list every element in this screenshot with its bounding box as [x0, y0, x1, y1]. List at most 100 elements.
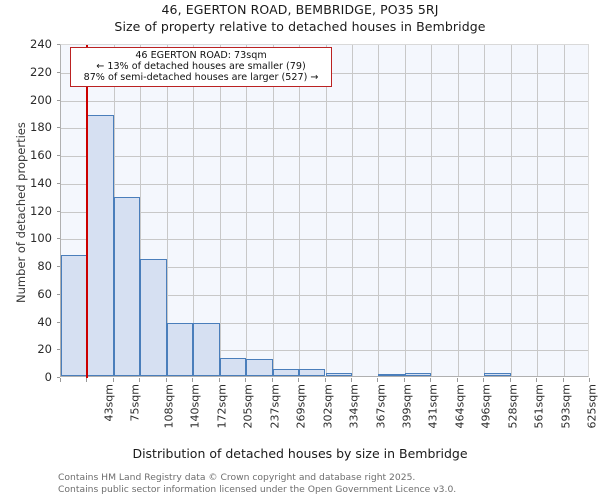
annotation-line-1: 46 EGERTON ROAD: 73sqm: [135, 50, 267, 61]
chart-title: 46, EGERTON ROAD, BEMBRIDGE, PO35 5RJ: [161, 2, 439, 17]
x-axis-tick-label: 43sqm: [102, 384, 116, 422]
x-axis-tick-mark: [112, 378, 114, 382]
histogram-bar: [299, 369, 326, 376]
x-axis-tick-mark: [271, 378, 273, 382]
y-axis-tick-mark: [57, 182, 60, 184]
x-axis-tick-mark: [589, 378, 590, 382]
x-axis-tick-label: 561sqm: [532, 384, 546, 429]
gridline-horizontal: [61, 322, 588, 324]
x-axis-tick-mark: [483, 378, 485, 382]
histogram-bar: [378, 374, 405, 376]
x-axis-tick-mark: [60, 378, 61, 382]
y-axis-tick-label: 140: [30, 175, 52, 190]
y-axis-tick-mark: [57, 377, 60, 378]
y-axis-tick-mark: [57, 44, 60, 45]
histogram-bar: [484, 373, 511, 376]
x-axis-tick-label: 431sqm: [426, 384, 440, 429]
x-axis-tick-label: 75sqm: [128, 384, 142, 422]
y-axis-tick-label: 60: [37, 286, 52, 301]
gridline-vertical: [431, 45, 433, 376]
histogram-bar: [404, 373, 432, 376]
histogram-bar: [325, 373, 352, 376]
x-axis-tick-mark: [430, 378, 432, 382]
x-axis-tick-label: 334sqm: [347, 384, 361, 429]
gridline-vertical: [457, 45, 459, 376]
x-axis-tick-mark: [218, 378, 220, 382]
gridline-vertical: [484, 45, 486, 376]
x-axis-tick-mark: [403, 378, 405, 382]
histogram-bar: [87, 115, 114, 376]
y-axis-tick-label: 180: [30, 120, 52, 135]
y-axis-tick-mark: [57, 349, 60, 351]
y-axis-tick-label: 20: [37, 342, 52, 357]
gridline-horizontal: [61, 128, 588, 130]
y-axis-tick-label: 240: [30, 37, 52, 51]
x-axis-tick-mark: [245, 378, 247, 382]
x-axis-tick-mark: [456, 378, 458, 382]
histogram-bar: [166, 323, 194, 376]
x-axis-tick-label: 140sqm: [188, 384, 202, 429]
gridline-vertical: [404, 45, 406, 376]
x-axis-tick-label: 172sqm: [215, 384, 229, 429]
x-axis-tick-label: 367sqm: [373, 384, 387, 429]
x-axis-tick-label: 625sqm: [585, 384, 599, 429]
x-axis-tick-label: 108sqm: [162, 384, 176, 429]
x-axis-tick-label: 237sqm: [268, 384, 282, 429]
y-axis-tick-label: 40: [37, 314, 52, 329]
gridline-horizontal: [61, 211, 588, 213]
gridline-vertical: [351, 45, 353, 376]
x-axis-tick-mark: [139, 378, 141, 382]
x-axis-tick-mark: [562, 378, 564, 382]
plot-area: [60, 44, 589, 378]
x-axis-tick-mark: [324, 378, 326, 382]
y-axis-tick-mark: [57, 238, 60, 240]
gridline-horizontal: [61, 100, 588, 102]
x-axis-tick-label: 528sqm: [506, 384, 520, 429]
gridline-vertical: [299, 45, 301, 376]
gridline-vertical: [219, 45, 221, 376]
histogram-bar: [246, 359, 273, 376]
chart-subtitle: Size of property relative to detached ho…: [114, 19, 486, 34]
gridline-horizontal: [61, 267, 588, 268]
y-axis-tick-label: 160: [30, 148, 52, 162]
gridline-vertical: [166, 45, 168, 376]
y-axis-tick-label: 220: [30, 64, 52, 79]
y-axis-tick-label: 80: [37, 259, 52, 273]
x-axis-tick-mark: [192, 378, 194, 382]
y-axis-tick-label: 0: [44, 370, 52, 384]
histogram-bar: [193, 323, 220, 376]
x-axis-tick-label: 269sqm: [294, 384, 308, 429]
histogram-bar: [219, 357, 247, 376]
x-axis-tick-mark: [350, 378, 352, 382]
gridline-vertical: [510, 45, 512, 376]
histogram-bar: [140, 259, 167, 376]
gridline-vertical: [272, 45, 274, 376]
y-axis-tick-mark: [57, 155, 60, 156]
annotation-line-2: ← 13% of detached houses are smaller (79…: [96, 61, 306, 73]
y-axis-tick-label: 120: [30, 203, 52, 218]
x-axis-tick-label: 464sqm: [453, 384, 467, 429]
histogram-bar: [61, 255, 88, 376]
x-axis-tick-label: 302sqm: [321, 384, 335, 429]
y-axis-tick-mark: [57, 99, 60, 101]
histogram-bar: [272, 369, 300, 376]
gridline-vertical: [140, 45, 142, 376]
x-axis-title: Distribution of detached houses by size …: [132, 446, 468, 461]
y-axis-tick-mark: [57, 127, 60, 129]
x-axis-tick-mark: [165, 378, 167, 382]
y-axis-tick-mark: [57, 71, 60, 73]
gridline-horizontal: [61, 350, 588, 352]
gridline-vertical: [563, 45, 565, 376]
gridline-horizontal: [61, 239, 588, 241]
footer-attribution: Contains HM Land Registry data © Crown c…: [58, 472, 456, 496]
y-axis-tick-mark: [57, 266, 60, 267]
x-axis-tick-label: 593sqm: [559, 384, 573, 429]
x-axis-tick-mark: [86, 378, 88, 382]
y-axis-tick-mark: [57, 293, 60, 295]
annotation-line-3: 87% of semi-detached houses are larger (…: [83, 72, 319, 84]
x-axis-tick-mark: [298, 378, 300, 382]
gridline-vertical: [193, 45, 195, 376]
y-axis-tick-mark: [57, 321, 60, 323]
x-axis-tick-label: 399sqm: [400, 384, 414, 429]
